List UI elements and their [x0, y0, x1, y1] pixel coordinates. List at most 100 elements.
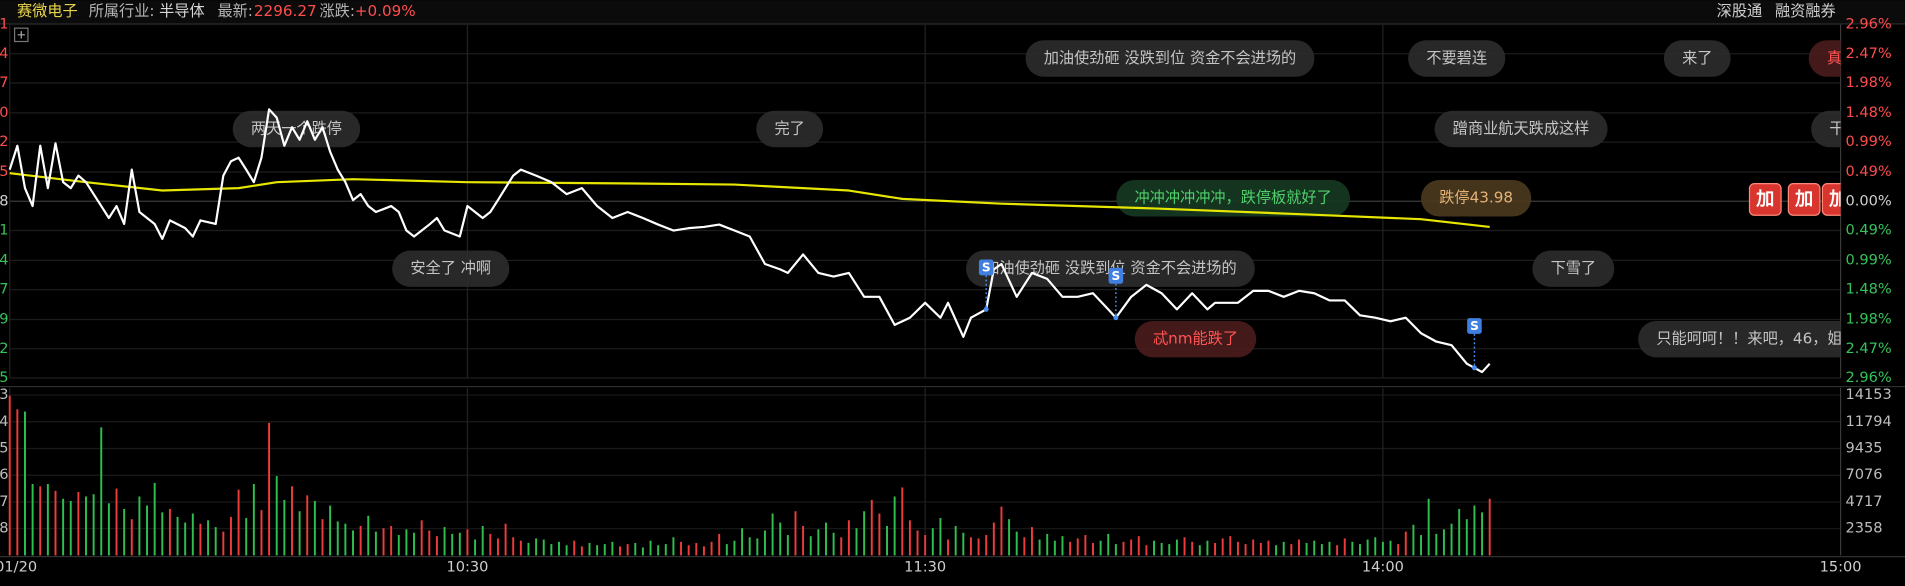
- bubble-bg[interactable]: [1421, 180, 1532, 217]
- bubble-text[interactable]: 只能呵呵！！来吧，46，姐: [1656, 330, 1842, 348]
- bubble-bg[interactable]: [1663, 40, 1731, 77]
- volume-bar: [85, 496, 87, 556]
- bubble-text[interactable]: 冲冲冲冲冲冲，跌停板就好了: [1135, 189, 1332, 207]
- comment-bubble[interactable]: 只能呵呵！！来吧，46，姐: [1638, 320, 1861, 358]
- badge[interactable]: 加: [1748, 183, 1782, 216]
- sell-signal[interactable]: S: [1108, 267, 1124, 321]
- comment-bubble[interactable]: 忒nm能跌了: [1134, 320, 1257, 358]
- comment-bubble[interactable]: 下雪了: [1532, 250, 1615, 287]
- industry-label: 所属行业:: [89, 2, 155, 20]
- signal-label[interactable]: S: [982, 261, 991, 275]
- bubble-bg[interactable]: [392, 250, 510, 287]
- bubble-text[interactable]: 不要碧连: [1426, 49, 1487, 67]
- y-tick-label: 1.48%: [1845, 104, 1891, 121]
- volume-bar: [1084, 535, 1087, 556]
- header-link[interactable]: 深股通: [1717, 2, 1763, 20]
- left-tick-label: 1: [0, 222, 9, 239]
- volume-bar: [748, 537, 751, 556]
- volume-bar: [1397, 544, 1400, 556]
- header-link[interactable]: 融资融券: [1775, 2, 1836, 20]
- signal-box[interactable]: [1467, 318, 1482, 334]
- bubble-bg[interactable]: [756, 110, 824, 148]
- volume-bar: [1069, 541, 1072, 556]
- change: +0.09%: [355, 2, 416, 20]
- bubble-text[interactable]: 完了: [775, 119, 805, 137]
- badge-bg[interactable]: [1821, 183, 1854, 216]
- badge-text[interactable]: 加: [1755, 189, 1774, 210]
- badge[interactable]: 加: [1821, 183, 1854, 216]
- volume-bar: [893, 496, 896, 556]
- badge-text[interactable]: 加: [1794, 189, 1813, 210]
- bubble-bg[interactable]: [1811, 110, 1863, 148]
- industry[interactable]: 半导体: [159, 2, 205, 20]
- left-tick-label: 7: [0, 493, 9, 510]
- volume-bar: [1214, 542, 1217, 556]
- comment-bubble[interactable]: 安全了 冲啊: [392, 250, 510, 287]
- comment-bubble[interactable]: 跌停43.98: [1421, 180, 1532, 217]
- bubble-bg[interactable]: [1116, 180, 1350, 217]
- badge-bg[interactable]: [1748, 183, 1782, 216]
- volume-bar: [1282, 541, 1285, 556]
- volume-bar: [374, 531, 377, 556]
- bubble-text[interactable]: 干: [1829, 119, 1844, 137]
- comment-bubble[interactable]: 蹭商业航天跌成这样: [1434, 110, 1608, 148]
- bubble-bg[interactable]: [1408, 40, 1506, 77]
- bubble-text[interactable]: 下雪了: [1551, 259, 1597, 277]
- volume-bar: [107, 503, 110, 556]
- signal-label[interactable]: S: [1112, 269, 1121, 283]
- bubble-text[interactable]: 蹭商业航天跌成这样: [1453, 119, 1590, 137]
- comment-bubble[interactable]: 两天一个跌停: [232, 110, 361, 148]
- stock-name[interactable]: 赛微电子: [17, 2, 78, 20]
- bubble-text[interactable]: 忒nm能跌了: [1153, 330, 1238, 348]
- signal-dot[interactable]: [1472, 365, 1477, 371]
- volume-bar: [840, 537, 843, 556]
- zoom-plus[interactable]: [17, 31, 25, 39]
- zoom-box[interactable]: [13, 27, 29, 43]
- bubble-bg[interactable]: [1434, 110, 1608, 148]
- comment-bubble[interactable]: 不要碧连: [1408, 40, 1506, 77]
- volume-bar: [237, 489, 240, 556]
- bubble-bg[interactable]: [1134, 320, 1257, 358]
- comment-bubble[interactable]: 真: [1808, 40, 1861, 77]
- zoom-button[interactable]: [13, 27, 29, 43]
- volume-bar: [413, 532, 416, 556]
- volume-bar: [466, 529, 469, 556]
- bubble-bg[interactable]: [1532, 250, 1615, 287]
- comment-bubble[interactable]: 加油使劲砸 没跌到位 资金不会进场的: [1025, 40, 1315, 77]
- badge-bg[interactable]: [1787, 183, 1821, 216]
- bubble-text[interactable]: 跌停43.98: [1439, 189, 1513, 207]
- volume-bar: [794, 511, 797, 556]
- bubble-text[interactable]: 安全了 冲啊: [410, 259, 491, 277]
- bubble-text[interactable]: 来了: [1682, 49, 1712, 67]
- signal-box[interactable]: [978, 259, 994, 276]
- bubble-bg[interactable]: [1808, 40, 1861, 77]
- comment-bubble[interactable]: 来了: [1663, 40, 1731, 77]
- left-tick-label: 4: [0, 45, 9, 62]
- volume-bar: [39, 486, 42, 556]
- signal-box[interactable]: [1108, 267, 1124, 284]
- volume-bar: [763, 530, 766, 556]
- bubble-bg[interactable]: [1025, 40, 1315, 77]
- comment-bubble[interactable]: 干: [1811, 110, 1863, 148]
- badge-text[interactable]: 加: [1828, 189, 1847, 210]
- sell-signal[interactable]: S: [1467, 318, 1482, 371]
- bubble-text[interactable]: 真: [1827, 49, 1842, 67]
- comment-bubble[interactable]: 完了: [756, 110, 824, 148]
- volume-bar: [1305, 542, 1308, 556]
- signal-dot[interactable]: [983, 306, 989, 312]
- volume-bar: [54, 490, 57, 556]
- bubble-bg[interactable]: [1638, 320, 1861, 358]
- signal-dot[interactable]: [1113, 315, 1119, 321]
- price-line: [8, 108, 1491, 374]
- y-tick-label: 11794: [1845, 413, 1891, 430]
- badge[interactable]: 加: [1787, 183, 1821, 216]
- left-tick-label: 8: [0, 520, 9, 537]
- volume-bar: [870, 499, 873, 556]
- volume-bar: [382, 528, 385, 556]
- volume-bar: [924, 535, 927, 556]
- signal-label[interactable]: S: [1470, 319, 1479, 333]
- bubble-text[interactable]: 加油使劲砸 没跌到位 资金不会进场的: [1044, 49, 1296, 67]
- comment-bubble[interactable]: 冲冲冲冲冲冲，跌停板就好了: [1116, 180, 1350, 217]
